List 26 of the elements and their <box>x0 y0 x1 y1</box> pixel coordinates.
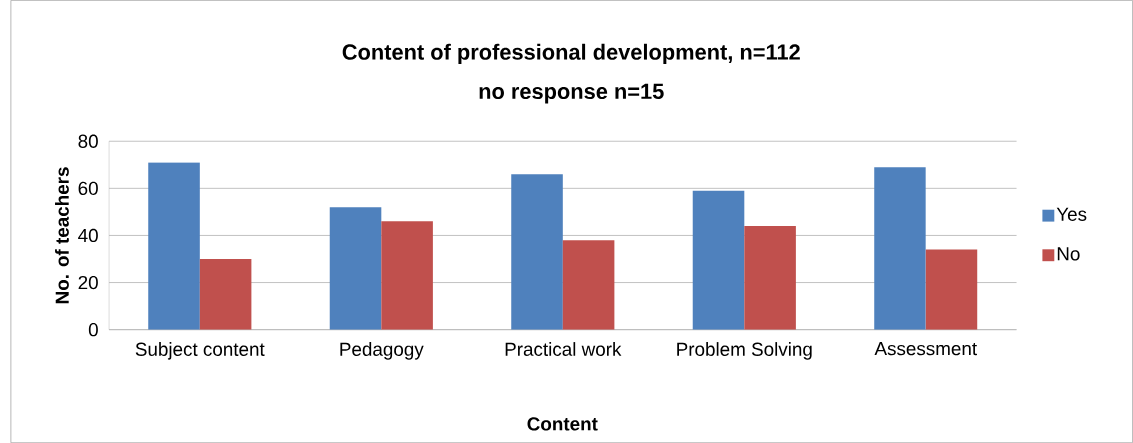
y-tick-label: 60 <box>78 181 98 195</box>
x-tick-label: Problem Solving <box>677 342 812 360</box>
y-tick-label: 40 <box>78 228 98 243</box>
bar <box>329 207 382 330</box>
x-tick-label: Assessment <box>874 342 977 356</box>
legend-label: No <box>1057 247 1080 261</box>
bar <box>148 162 200 330</box>
chart-title: Content of professional development, n=112 <box>342 43 800 65</box>
x-tick-label: Practical work <box>505 342 622 356</box>
y-tick-label: 0 <box>88 322 98 337</box>
bar <box>562 240 615 330</box>
y-axis-title: No. of teachers <box>55 167 69 304</box>
chart-subtitle: no response n=15 <box>479 83 664 104</box>
legend-label: Yes <box>1056 207 1087 221</box>
bar <box>381 221 433 330</box>
bar <box>744 225 796 330</box>
bar <box>511 174 563 330</box>
x-tick-label: Pedagogy <box>340 342 424 360</box>
x-tick-label: Subject content <box>135 342 265 360</box>
bar <box>874 167 926 330</box>
x-axis-title: Content <box>527 417 598 431</box>
y-tick-label: 80 <box>78 134 98 148</box>
bar <box>199 258 252 330</box>
y-tick-label: 20 <box>78 275 98 290</box>
bar <box>925 249 978 330</box>
bar <box>692 190 745 330</box>
